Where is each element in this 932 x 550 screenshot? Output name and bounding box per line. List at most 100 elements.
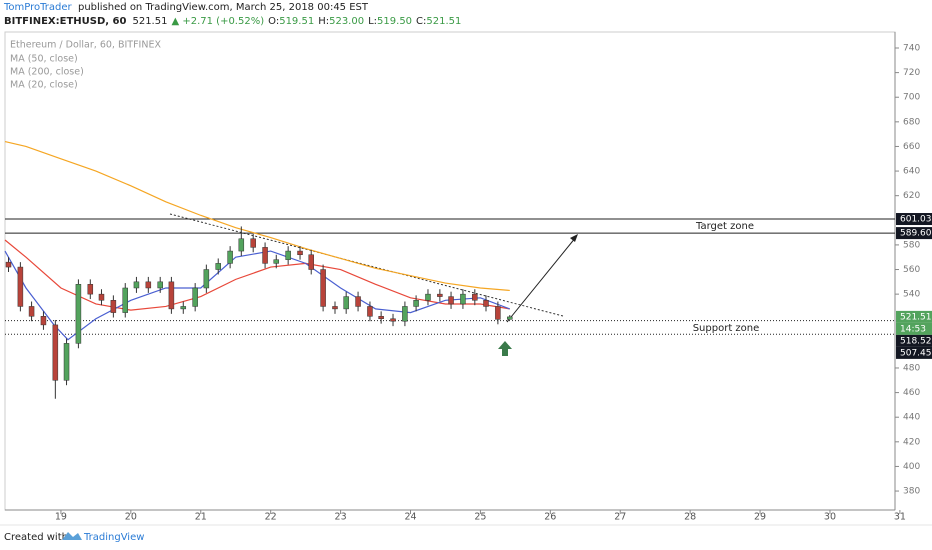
candle-body [145, 281, 152, 289]
y-tick-label: 640 [903, 167, 920, 177]
legend-entry: MA (200, close) [10, 67, 84, 78]
candle-body [413, 300, 419, 307]
candle-body [437, 293, 443, 297]
candle-body [285, 250, 291, 260]
candle-body [180, 306, 187, 310]
candle-body [378, 316, 384, 320]
candle-body [52, 324, 59, 381]
candle-body [122, 287, 129, 313]
candle-body [343, 296, 349, 310]
price-label: 14:53 [896, 322, 932, 335]
symbol: BITFINEX:ETHUSD, 60 [4, 16, 127, 27]
candle-body [238, 238, 245, 252]
price-label-bg [896, 346, 932, 359]
ohlc-label: C: [416, 16, 426, 27]
x-tick-label: 24 [404, 512, 416, 523]
x-tick-label: 22 [265, 512, 277, 523]
price-label-bg [896, 310, 932, 323]
price-label: 507.45 [896, 346, 932, 359]
price-label-bg [896, 213, 932, 226]
candle-body [472, 293, 478, 301]
candle-body [402, 306, 408, 322]
candle-body [87, 284, 94, 295]
candle-body [460, 293, 466, 305]
candle-body [215, 263, 221, 270]
price-label-text: 507.45 [900, 348, 932, 358]
ohlc-value: 523.00 [329, 16, 364, 27]
published: published on TradingView.com, March 25, … [78, 2, 369, 13]
y-tick-label: 620 [903, 191, 920, 201]
candle-body [448, 296, 454, 305]
price-label-text: 521.51 [900, 312, 932, 322]
y-tick-label: 460 [903, 388, 920, 398]
change: ▲ +2.71 (+0.52%) [171, 16, 264, 27]
x-tick-label: 23 [335, 512, 347, 523]
candle-body [98, 293, 105, 301]
footer-brand[interactable]: TradingView [83, 532, 144, 543]
y-tick-label: 680 [903, 117, 920, 127]
candle-body [5, 261, 12, 268]
candle-body [17, 266, 24, 307]
arrow-head [570, 234, 578, 242]
candle-body [390, 318, 396, 322]
footer-text: Created with [4, 532, 68, 543]
candle-body [507, 316, 513, 320]
price-label-text: 601.03 [900, 215, 932, 225]
price-label-text: 518.52 [900, 336, 932, 346]
candle-body [355, 296, 361, 307]
up-arrow [498, 341, 512, 356]
ohlc-label: O: [268, 16, 279, 27]
y-tick-label: 700 [903, 93, 920, 103]
price-label: 521.51 [896, 310, 932, 323]
x-tick-label: 31 [894, 512, 906, 523]
x-tick-label: 30 [824, 512, 836, 523]
ohlc-value: 519.50 [377, 16, 412, 27]
candle-body [157, 281, 163, 289]
x-tick-label: 20 [125, 512, 137, 523]
x-tick-label: 19 [55, 512, 67, 523]
y-tick-label: 580 [903, 240, 920, 250]
y-tick-label: 420 [903, 437, 920, 447]
y-tick-label: 480 [903, 363, 920, 373]
candle-body [367, 306, 373, 317]
candle-body [250, 238, 256, 248]
candle-body [495, 306, 501, 320]
plot-frame [4, 31, 896, 511]
x-tick-label: 27 [614, 512, 626, 523]
candle-body [425, 293, 431, 301]
candle-body [262, 247, 268, 264]
chart-title: Ethereum / Dollar, 60, BITFINEX [10, 40, 161, 51]
symbol-line: BITFINEX:ETHUSD, 60 521.51 ▲ +2.71 (+0.52%… [4, 16, 461, 27]
price-label-bg [896, 334, 932, 347]
candle-body [308, 254, 314, 270]
y-tick-label: 400 [903, 462, 920, 472]
candle-body [332, 306, 338, 310]
y-tick-label: 740 [903, 43, 920, 53]
y-tick-label: 440 [903, 413, 920, 423]
candle-body [203, 269, 210, 289]
price-label-bg [896, 322, 932, 335]
candle-body [168, 281, 175, 310]
candle-body [63, 343, 70, 381]
arrow-line [506, 236, 577, 323]
x-tick-label: 21 [195, 512, 207, 523]
author[interactable]: TomProTrader [3, 2, 73, 13]
ohlc-value: 521.51 [426, 16, 461, 27]
price-label-text: 589.60 [900, 229, 932, 239]
candle-body [133, 281, 140, 289]
x-tick-label: 28 [684, 512, 696, 523]
y-tick-label: 660 [903, 142, 920, 152]
ma-line [4, 250, 510, 341]
y-tick-label: 540 [903, 290, 920, 300]
candle-body [110, 300, 117, 313]
annotation: Support zone [693, 323, 760, 334]
price-label-bg [896, 227, 932, 240]
price-label: 589.60 [896, 227, 932, 240]
logo [62, 532, 82, 540]
price-label: 601.03 [896, 213, 932, 226]
legend-entry: MA (20, close) [10, 80, 78, 91]
candle-body [273, 259, 280, 264]
candle-body [192, 287, 198, 307]
x-tick-label: 25 [474, 512, 486, 523]
